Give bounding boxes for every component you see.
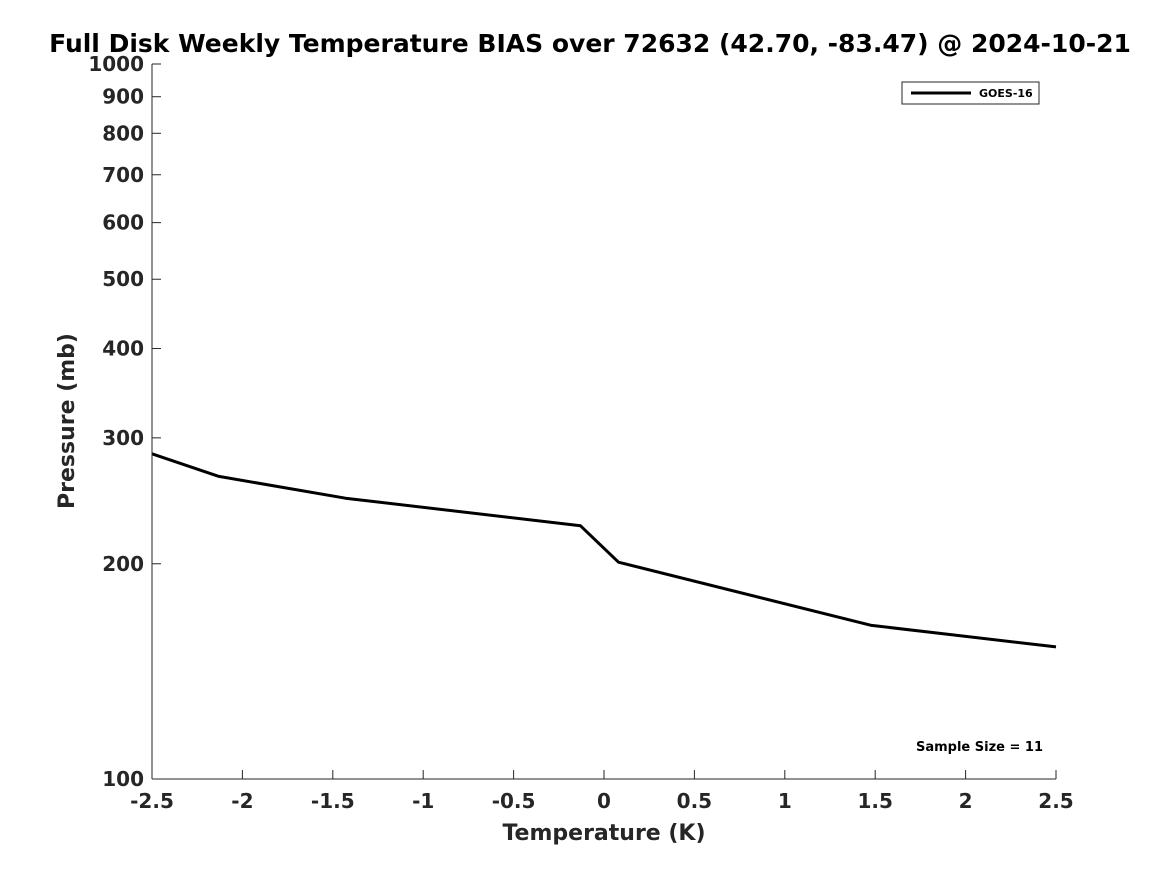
y-tick-label: 300 <box>102 426 144 450</box>
plot-background <box>152 64 1056 779</box>
y-tick-label: 900 <box>102 85 144 109</box>
y-tick-label: 700 <box>102 163 144 187</box>
chart-title: Full Disk Weekly Temperature BIAS over 7… <box>49 29 1131 58</box>
x-tick-label: 1.5 <box>857 789 892 813</box>
series-line-goes-16 <box>151 452 1057 649</box>
sample-size-annotation: Sample Size = 11 <box>916 740 1043 755</box>
x-tick-label: 0 <box>597 789 611 813</box>
series-layer <box>151 452 1057 649</box>
x-tick-label: -2.5 <box>130 789 174 813</box>
x-tick-label: -1.5 <box>311 789 355 813</box>
y-tick-label: 600 <box>102 211 144 235</box>
x-axis-ticks: -2.5 -2 -1.5 -1 -0.5 0 0.5 1 1.5 2 2.5 <box>130 770 1074 813</box>
y-tick-label: 800 <box>102 121 144 145</box>
y-tick-label: 400 <box>102 337 144 361</box>
x-tick-label: 0.5 <box>677 789 712 813</box>
plot-area: -2.5 -2 -1.5 -1 -0.5 0 0.5 1 1.5 2 2.5 100 200 300 40… <box>88 52 1073 813</box>
y-axis-label: Pressure (mb) <box>55 333 80 509</box>
legend-label-goes-16: GOES-16 <box>979 87 1033 100</box>
legend: GOES-16 <box>901 81 1040 105</box>
y-tick-label: 500 <box>102 267 144 291</box>
x-axis-label: Temperature (K) <box>502 821 705 846</box>
x-tick-label: -1 <box>412 789 434 813</box>
y-axis-ticks: 100 200 300 400 500 600 700 800 900 1000 <box>88 52 161 791</box>
x-tick-label: 2 <box>959 789 973 813</box>
y-tick-label: 100 <box>102 767 144 791</box>
x-tick-label: 1 <box>778 789 792 813</box>
x-tick-label: -2 <box>231 789 253 813</box>
y-tick-label: 1000 <box>88 52 144 76</box>
x-tick-label: -0.5 <box>492 789 536 813</box>
y-tick-label: 200 <box>102 552 144 576</box>
x-tick-label: 2.5 <box>1038 789 1073 813</box>
